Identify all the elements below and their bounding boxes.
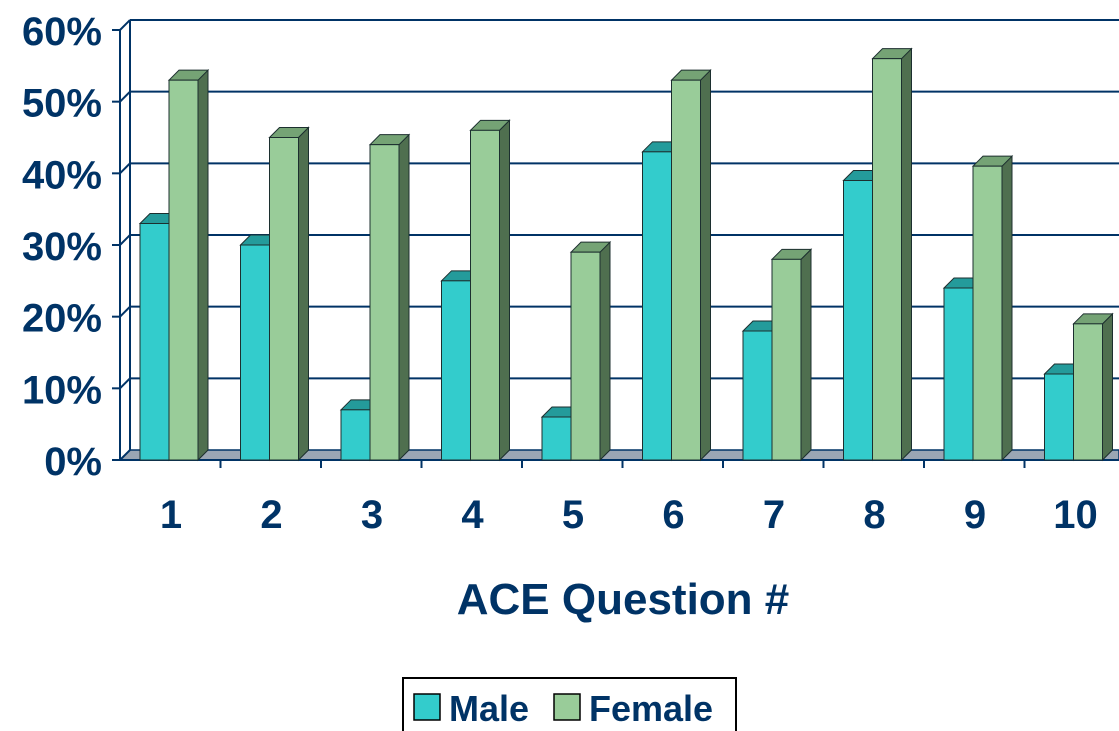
x-tick-label: 10 bbox=[1053, 493, 1098, 537]
x-tick-label: 1 bbox=[160, 493, 182, 537]
bar-female-q10 bbox=[1072, 312, 1114, 462]
bar-side bbox=[800, 248, 812, 462]
x-tick-label: 5 bbox=[562, 493, 584, 537]
x-tick-labels: 1 2 3 4 5 6 7 8 9 10 bbox=[160, 493, 1098, 537]
bar-female-q3 bbox=[368, 133, 411, 462]
y-tick-labels: 0% 10% 20% 30% 40% 50% 60% bbox=[22, 10, 102, 484]
bar-front bbox=[470, 129, 500, 461]
x-tick-label: 8 bbox=[863, 493, 885, 537]
bar-female-q2 bbox=[268, 126, 310, 462]
y-tick-label: 20% bbox=[22, 297, 102, 341]
legend: Male Female bbox=[402, 677, 737, 731]
bar-female-q1 bbox=[167, 68, 210, 462]
legend-frame bbox=[402, 677, 737, 731]
legend-label-male: Male bbox=[449, 688, 529, 729]
y-tick-label: 50% bbox=[22, 82, 102, 126]
bar-front bbox=[972, 165, 1003, 461]
bar-side bbox=[197, 68, 209, 462]
bar-side bbox=[298, 126, 309, 462]
bar-female-q8 bbox=[871, 47, 913, 462]
bar-female-q4 bbox=[469, 119, 511, 462]
bar-side bbox=[398, 133, 410, 462]
legend-label-female: Female bbox=[589, 688, 713, 729]
legend-swatch-male bbox=[413, 693, 441, 721]
bar-front bbox=[139, 223, 170, 461]
y-depth-connector bbox=[119, 162, 131, 175]
bar-front bbox=[843, 180, 873, 461]
bar-female-q5 bbox=[569, 240, 612, 462]
y-tick-label: 40% bbox=[22, 153, 102, 197]
bar-front bbox=[240, 244, 270, 461]
bar-front bbox=[441, 280, 471, 461]
bar-front bbox=[1073, 323, 1103, 461]
bar-side bbox=[499, 119, 510, 462]
x-tick-label: 4 bbox=[461, 493, 484, 537]
bar-front bbox=[369, 144, 400, 461]
bar-side bbox=[1001, 154, 1013, 462]
bar-front bbox=[943, 287, 974, 461]
bar-front bbox=[269, 137, 299, 461]
x-tick-label: 2 bbox=[260, 493, 282, 537]
bar-side bbox=[1102, 312, 1113, 462]
x-tick-label: 6 bbox=[662, 493, 684, 537]
x-axis-title: ACE Question # bbox=[457, 575, 790, 624]
bar-front bbox=[541, 416, 572, 461]
bar-front bbox=[642, 151, 672, 461]
y-depth-connector bbox=[119, 19, 131, 31]
y-depth-connector bbox=[119, 90, 131, 103]
bar-front bbox=[1044, 373, 1074, 461]
bar-front bbox=[771, 258, 802, 461]
bars bbox=[138, 47, 1114, 462]
bar-side bbox=[700, 68, 711, 462]
bar-front bbox=[872, 58, 902, 461]
bar-front bbox=[340, 409, 371, 461]
bar-front bbox=[168, 79, 199, 461]
bar-side bbox=[599, 240, 611, 462]
y-tick-label: 60% bbox=[22, 10, 102, 54]
bar-female-q6 bbox=[670, 68, 712, 462]
y-depth-connector bbox=[119, 234, 131, 246]
y-depth-connector bbox=[119, 377, 131, 390]
x-tick-label: 7 bbox=[763, 493, 785, 537]
x-tick-label: 9 bbox=[964, 493, 986, 537]
bar-female-q9 bbox=[971, 154, 1014, 462]
bar-front bbox=[570, 251, 601, 461]
y-depth-connector bbox=[119, 449, 131, 461]
bar-female-q7 bbox=[770, 248, 813, 462]
x-tick-label: 3 bbox=[361, 493, 383, 537]
bar-side bbox=[901, 47, 912, 462]
legend-swatch-female bbox=[553, 693, 581, 721]
y-tick-label: 30% bbox=[22, 225, 102, 269]
y-tick-label: 0% bbox=[44, 440, 102, 484]
y-depth-connector bbox=[119, 305, 131, 318]
y-tick-label: 10% bbox=[22, 368, 102, 412]
bar-front bbox=[742, 330, 773, 461]
bar-front bbox=[671, 79, 701, 461]
